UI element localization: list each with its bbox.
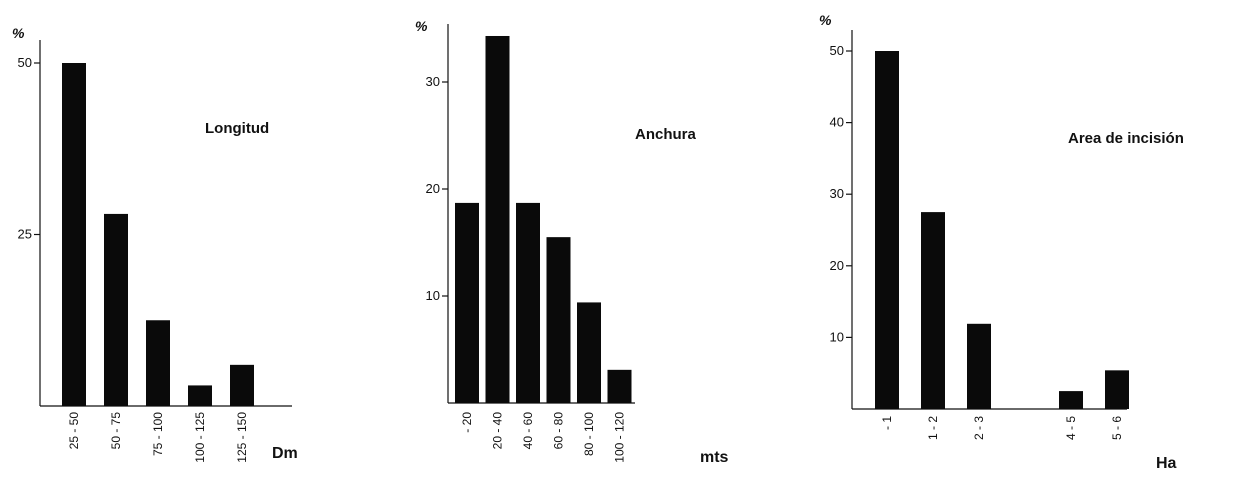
x-axis-label: Ha [1156, 455, 1177, 472]
y-tick-label: 50 [18, 55, 32, 70]
bar [104, 213, 128, 406]
bar [146, 320, 170, 406]
category-label: - 1 [880, 416, 894, 430]
category-label: 20 - 40 [491, 412, 505, 450]
category-label: 100 - 125 [193, 412, 207, 463]
bar [1059, 391, 1083, 409]
category-label: 4 - 5 [1064, 416, 1078, 440]
category-label: 50 - 75 [109, 412, 123, 450]
bar [516, 202, 540, 403]
y-tick-label: 25 [18, 227, 32, 242]
chart-title: Anchura [635, 126, 697, 143]
bar [455, 202, 479, 403]
y-tick-label: 50 [830, 43, 844, 58]
y-tick-label: 20 [426, 181, 440, 196]
bar [546, 237, 571, 403]
bar [1105, 370, 1129, 409]
category-label: 1 - 2 [926, 416, 940, 440]
y-tick-label: 10 [426, 288, 440, 303]
category-label: - 20 [460, 412, 474, 433]
bar [188, 385, 212, 406]
bar [875, 51, 899, 409]
bar [485, 35, 510, 404]
bar [230, 364, 254, 406]
category-label: 60 - 80 [552, 412, 566, 450]
bar [607, 369, 632, 403]
y-tick-label: 30 [426, 74, 440, 89]
bar [62, 63, 86, 406]
y-axis-label: % [12, 25, 25, 41]
category-label: 75 - 100 [151, 412, 165, 456]
category-label: 25 - 50 [67, 412, 81, 450]
category-label: 80 - 100 [582, 412, 596, 456]
y-axis-label: % [415, 18, 428, 34]
chart-title: Area de incisión [1068, 130, 1184, 147]
category-label: 125 - 150 [235, 412, 249, 463]
x-axis-label: mts [700, 449, 729, 466]
bar [921, 212, 945, 409]
y-tick-label: 30 [830, 186, 844, 201]
bar [967, 323, 991, 409]
y-tick-label: 40 [830, 115, 844, 130]
chart-title: Longitud [205, 120, 269, 137]
category-label: 5 - 6 [1110, 416, 1124, 440]
category-label: 40 - 60 [521, 412, 535, 450]
x-axis-label: Dm [272, 445, 298, 462]
y-tick-label: 10 [830, 329, 844, 344]
category-label: 2 - 3 [972, 416, 986, 440]
category-label: 100 - 120 [613, 412, 627, 463]
bar [577, 302, 601, 403]
y-axis-label: % [819, 12, 832, 28]
y-tick-label: 20 [830, 258, 844, 273]
